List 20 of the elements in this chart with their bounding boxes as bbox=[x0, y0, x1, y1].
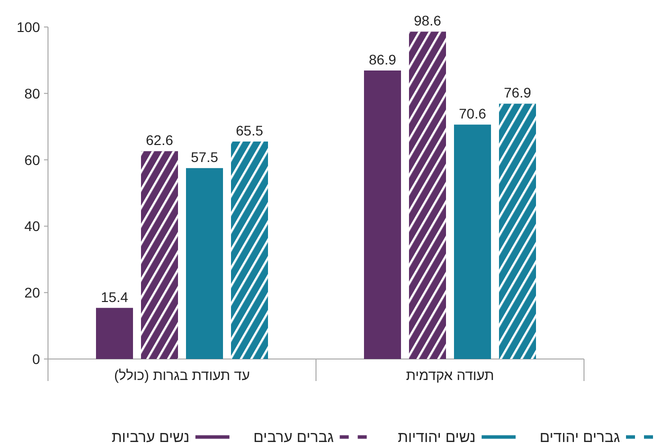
legend-label: גברים ערבים bbox=[253, 429, 334, 445]
x-tick-label: עד תעודת בגרות (כולל) bbox=[114, 367, 250, 383]
x-tick-label: תעודה אקדמית bbox=[406, 367, 494, 383]
y-tick-label: 100 bbox=[16, 19, 40, 35]
y-tick-label: 40 bbox=[24, 218, 40, 234]
data-label: 76.9 bbox=[504, 84, 532, 101]
legend-label: נשים ערביות bbox=[112, 429, 190, 445]
y-tick-label: 60 bbox=[24, 152, 40, 168]
data-label: 65.5 bbox=[236, 122, 264, 139]
data-label: 86.9 bbox=[368, 51, 396, 68]
data-label: 15.4 bbox=[100, 288, 128, 305]
legend-label: נשים יהודיות bbox=[398, 429, 476, 445]
y-tick-label: 80 bbox=[24, 85, 40, 102]
legend-label: גברים יהודים bbox=[540, 429, 620, 445]
y-tick-label: 0 bbox=[32, 351, 40, 367]
data-label: 62.6 bbox=[146, 132, 174, 148]
data-label: 57.5 bbox=[190, 149, 218, 166]
y-tick-label: 20 bbox=[24, 284, 40, 301]
data-label: 70.6 bbox=[458, 106, 486, 122]
data-label: 98.6 bbox=[414, 12, 442, 29]
